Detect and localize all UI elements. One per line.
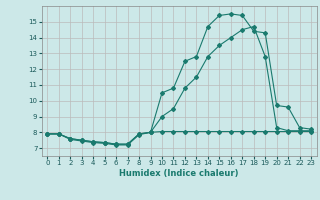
X-axis label: Humidex (Indice chaleur): Humidex (Indice chaleur) [119, 169, 239, 178]
